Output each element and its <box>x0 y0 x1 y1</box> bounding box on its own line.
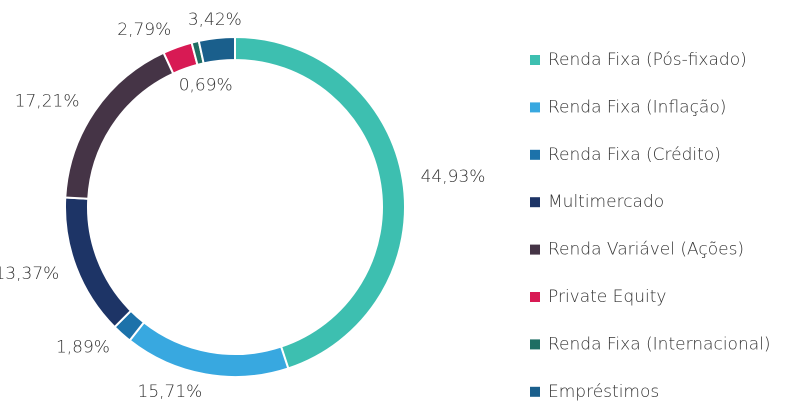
legend-swatch <box>530 197 540 208</box>
legend-swatch <box>530 292 540 302</box>
legend-label: Private Equity <box>548 287 666 307</box>
legend-swatch <box>530 55 540 65</box>
data-label: 13,37% <box>0 264 59 284</box>
legend-label: Renda Fixa (Internacional) <box>548 334 771 354</box>
legend-label: Multimercado <box>548 192 664 212</box>
data-label: 1,89% <box>56 337 110 357</box>
legend-label: Renda Fixa (Inflação) <box>548 97 726 117</box>
data-label: 0,69% <box>179 75 233 95</box>
legend-swatch <box>530 386 540 397</box>
slice <box>64 196 133 329</box>
slice <box>234 35 406 370</box>
data-label: 2,79% <box>117 20 171 40</box>
data-label: 3,42% <box>188 10 242 30</box>
legend-swatch <box>530 339 540 350</box>
legend-label: Renda Fixa (Crédito) <box>548 145 721 165</box>
legend-label: Renda Variável (Ações) <box>548 240 744 260</box>
legend-swatch <box>530 244 540 255</box>
slice <box>64 51 175 200</box>
legend-label: Empréstimos <box>548 382 659 402</box>
data-label: 44,93% <box>421 167 486 187</box>
slice <box>197 35 236 65</box>
legend-swatch <box>530 149 540 160</box>
data-label: 15,71% <box>138 382 203 402</box>
slice <box>128 320 290 378</box>
legend-label: Renda Fixa (Pós-fixado) <box>548 50 747 70</box>
legend-swatch <box>530 102 540 113</box>
data-label: 17,21% <box>15 91 80 111</box>
